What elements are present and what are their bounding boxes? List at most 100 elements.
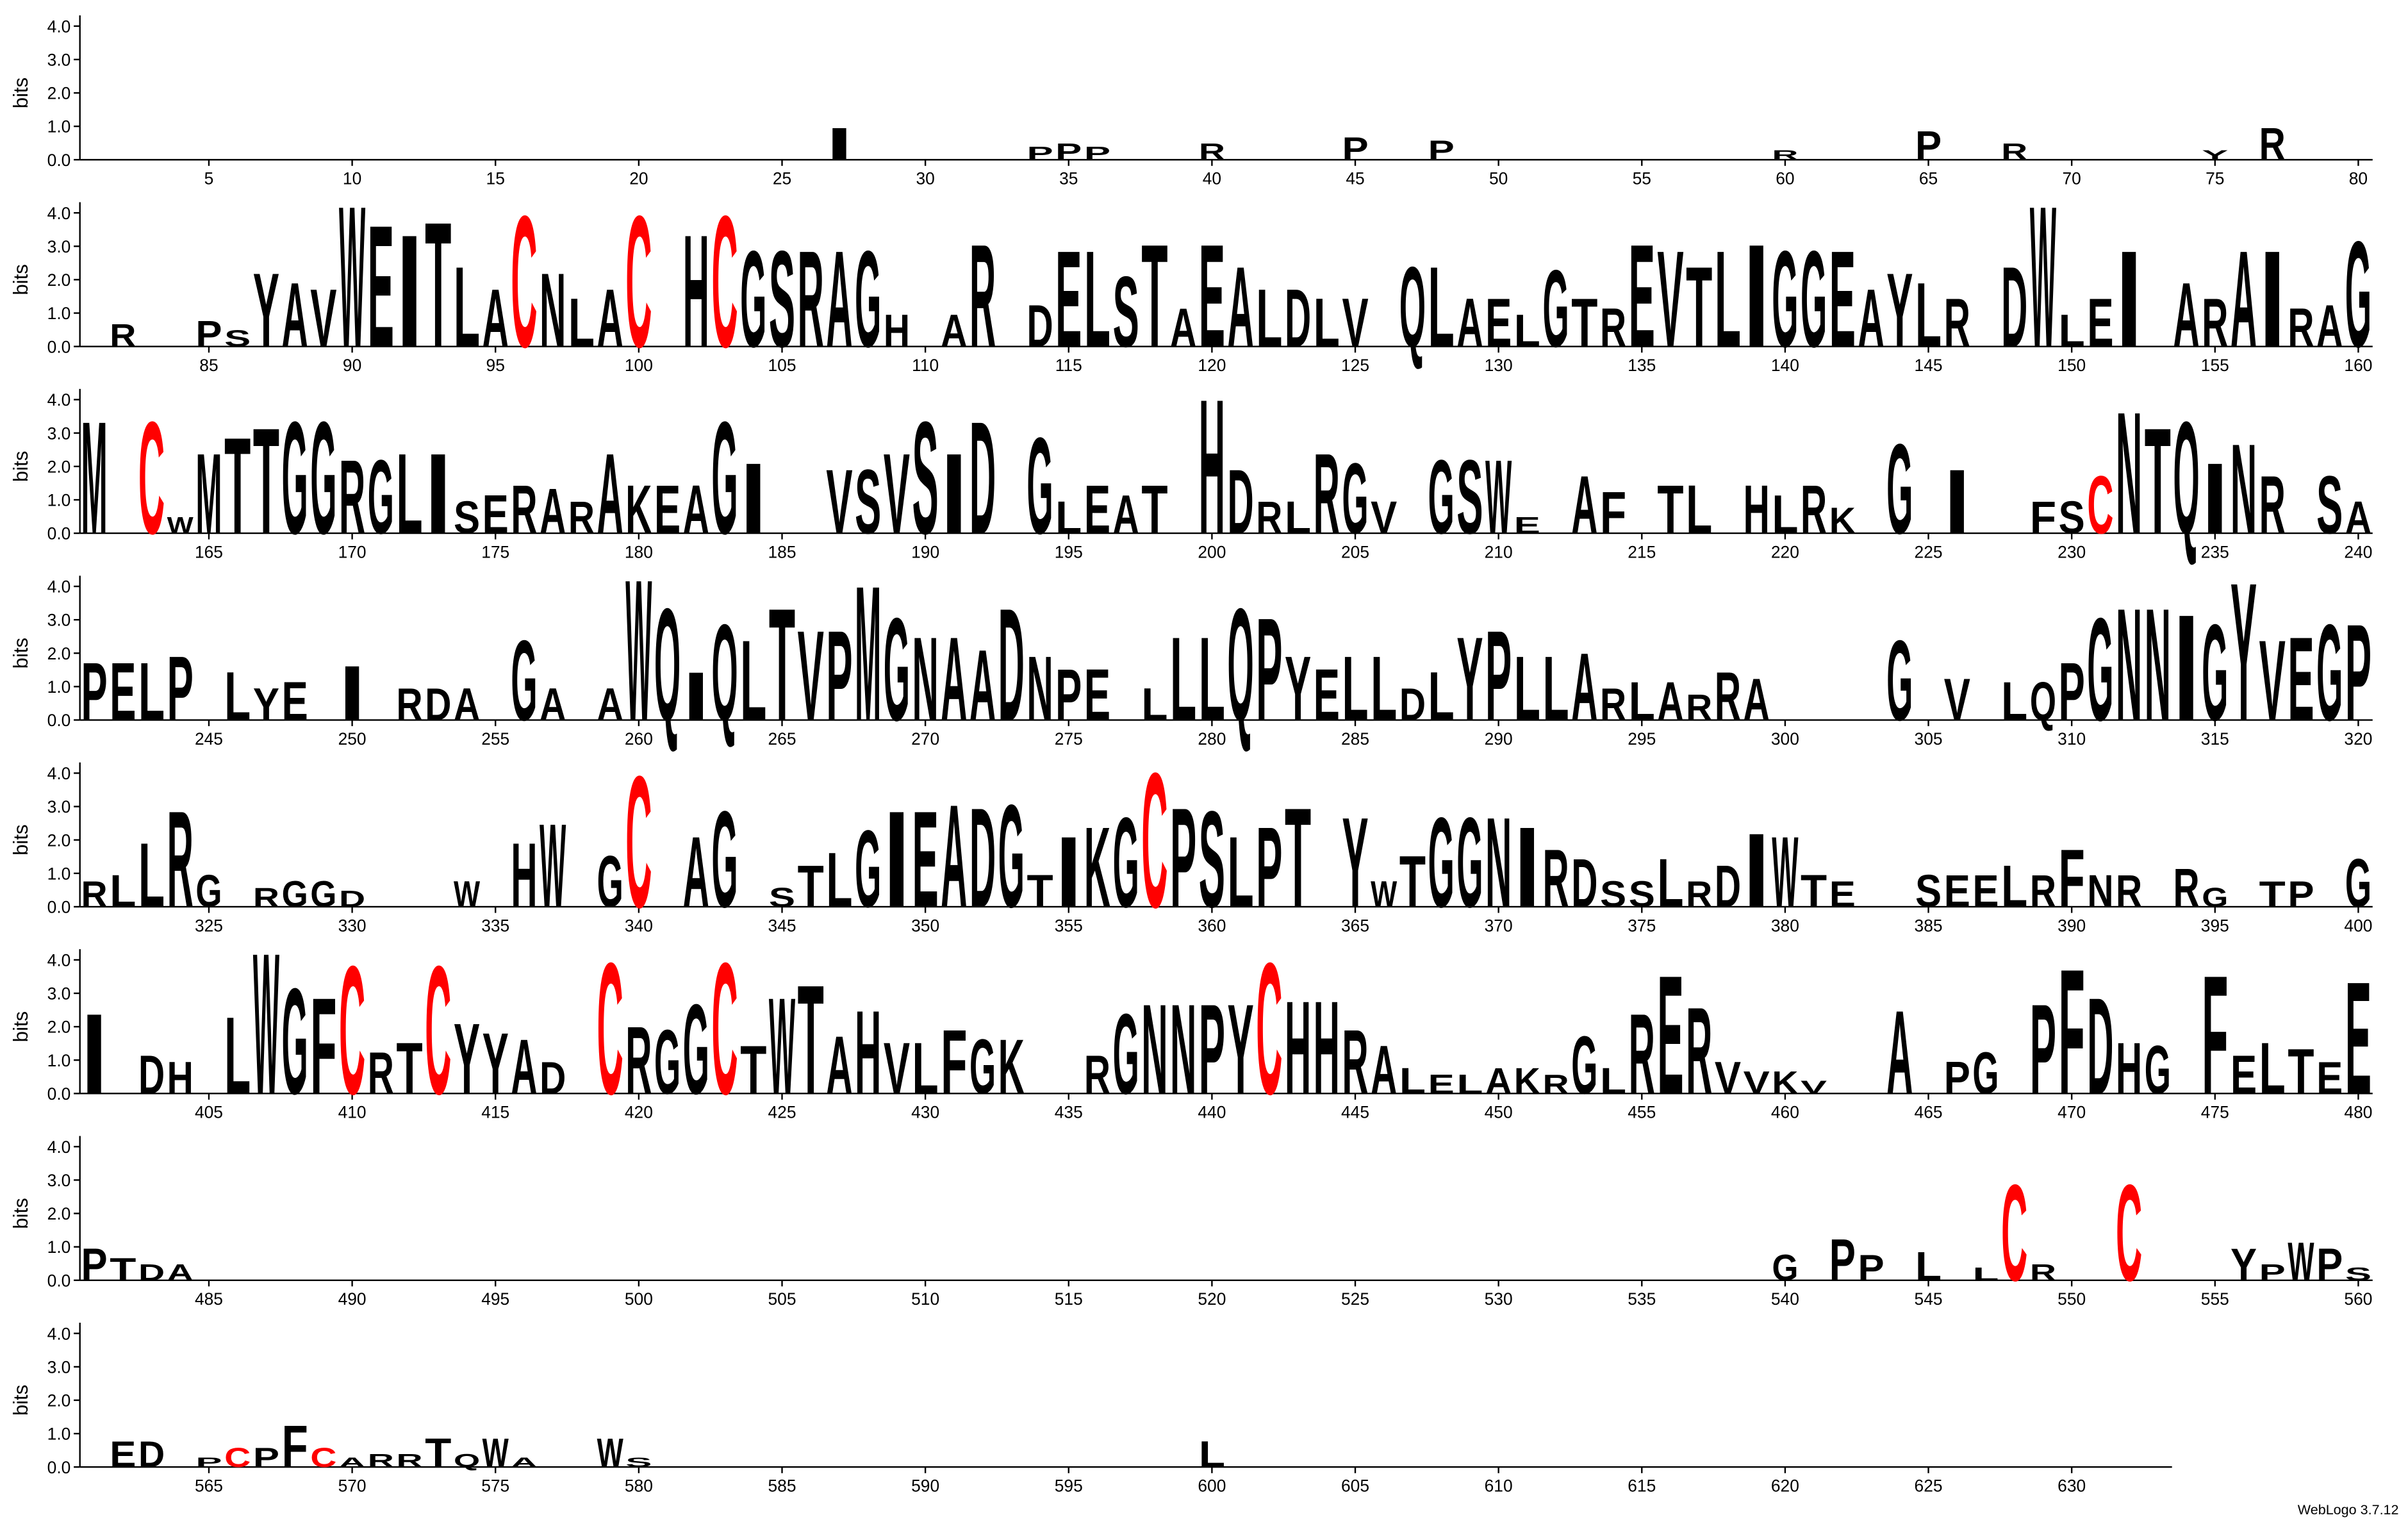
logo-letter: V	[1801, 1077, 1827, 1098]
y-axis-label: bits	[10, 824, 32, 855]
x-tick-label: 555	[2201, 1289, 2229, 1309]
x-tick-label: 565	[195, 1477, 223, 1496]
logo-letter: I	[2116, 222, 2142, 376]
logo-letter: L	[1371, 637, 1397, 740]
x-tick-label: 320	[2344, 729, 2372, 749]
x-tick-label: 625	[1915, 1477, 1943, 1496]
y-tick-label: 0.0	[47, 1458, 71, 1477]
logo-letter: E	[2316, 1052, 2343, 1104]
logo-letter: Y	[1456, 613, 1483, 745]
y-tick-label: 0.0	[47, 524, 71, 543]
logo-letter: E	[1629, 214, 1655, 378]
logo-letter: K	[998, 1023, 1025, 1111]
logo-letter: L	[1399, 1060, 1426, 1101]
logo-letter: P	[2059, 645, 2085, 738]
x-tick-label: 295	[1628, 729, 1656, 749]
logo-letter: H	[1744, 472, 1770, 549]
y-axis-label: bits	[10, 1385, 32, 1416]
logo-letter: Y	[2202, 147, 2228, 163]
logo-letter: P	[1858, 1247, 1884, 1288]
logo-letter: G	[2345, 210, 2371, 379]
logo-letter: L	[1514, 637, 1540, 740]
logo-letter: E	[1084, 654, 1110, 736]
logo-letter: E	[110, 1434, 136, 1475]
x-tick-label: 535	[1628, 1289, 1656, 1309]
logo-letter: Q	[654, 575, 680, 754]
logo-letter: R	[1600, 679, 1626, 730]
logo-letter: G	[1801, 222, 1827, 376]
logo-letter: R	[1686, 982, 1712, 1120]
logo-letter: P	[2316, 1239, 2343, 1290]
y-tick-label: 3.0	[47, 424, 71, 443]
logo-letter: G	[1772, 1247, 1798, 1288]
logo-letter: R	[2116, 866, 2142, 917]
y-tick-label: 1.0	[47, 1237, 71, 1257]
x-tick-label: 470	[2058, 1103, 2086, 1122]
x-tick-label: 515	[1055, 1289, 1083, 1309]
logo-letter: Q	[1228, 575, 1254, 754]
logo-letter: P	[195, 313, 222, 354]
x-tick-label: 390	[2058, 916, 2086, 935]
logo-letter: E	[2231, 1044, 2257, 1105]
logo-letter: C	[339, 927, 365, 1132]
logo-letter: A	[597, 679, 623, 730]
logo-letter: R	[1314, 430, 1340, 558]
logo-letter: R	[1543, 1069, 1569, 1100]
logo-letter: L	[1314, 285, 1340, 361]
x-tick-label: 315	[2201, 729, 2229, 749]
logo-letter: P	[1485, 604, 1512, 747]
x-tick-label: 30	[916, 169, 934, 188]
x-tick-label: 420	[625, 1103, 653, 1122]
logo-letter: H	[2116, 1027, 2142, 1109]
logo-letter: I	[826, 119, 852, 170]
logo-letter: W	[167, 513, 194, 538]
x-tick-label: 230	[2058, 542, 2086, 561]
logo-letter: G	[1886, 417, 1913, 561]
logo-letter: A	[826, 222, 852, 376]
logo-letter: L	[224, 995, 251, 1118]
logo-letter: A	[597, 272, 623, 364]
x-tick-label: 400	[2344, 916, 2372, 935]
logo-letter: F	[2059, 932, 2085, 1132]
x-tick-label: 595	[1055, 1477, 1083, 1496]
logo-letter: Q	[454, 1451, 480, 1471]
logo-letter: A	[826, 1019, 852, 1111]
logo-letter: P	[1944, 1052, 1970, 1104]
logo-letter: L	[2001, 670, 2027, 732]
logo-letter: G	[195, 866, 222, 917]
x-tick-label: 95	[486, 356, 505, 375]
logo-letter: A	[339, 1455, 365, 1470]
logo-letter: C	[425, 927, 451, 1132]
logo-letter: D	[1285, 272, 1311, 364]
logo-letter: R	[396, 1451, 422, 1471]
logo-letter: T	[253, 397, 279, 566]
x-tick-label: 360	[1198, 916, 1226, 935]
logo-letter: T	[1399, 840, 1426, 922]
logo-letter: L	[1199, 1434, 1225, 1475]
logo-letter: L	[1285, 492, 1311, 543]
x-tick-label: 180	[625, 542, 653, 561]
x-tick-label: 35	[1059, 169, 1078, 188]
y-tick-label: 2.0	[47, 457, 71, 476]
logo-letter: E	[2345, 948, 2371, 1128]
y-tick-label: 3.0	[47, 237, 71, 256]
logo-letter: E	[1972, 866, 1999, 917]
y-tick-label: 2.0	[47, 84, 71, 103]
logo-letter: G	[282, 873, 308, 914]
y-tick-label: 0.0	[47, 898, 71, 917]
logo-letter: L	[1629, 670, 1655, 732]
logo-letter: E	[2087, 285, 2113, 361]
logo-letter: V	[1342, 285, 1368, 361]
logo-letter: W	[2030, 165, 2057, 390]
x-tick-label: 260	[625, 729, 653, 749]
logo-row: bits 0.0 1.0 2.0 3.0 4.0 405 410 415 420 425 430 435…	[10, 912, 2373, 1137]
y-tick-label: 0.0	[47, 1084, 71, 1104]
x-tick-label: 120	[1198, 356, 1226, 375]
logo-letter: T	[110, 1251, 136, 1287]
x-tick-label: 195	[1055, 542, 1083, 561]
y-tick-label: 0.0	[47, 151, 71, 170]
x-tick-label: 285	[1341, 729, 1369, 749]
logo-letter: R	[1600, 297, 1626, 358]
x-tick-label: 110	[912, 356, 939, 375]
